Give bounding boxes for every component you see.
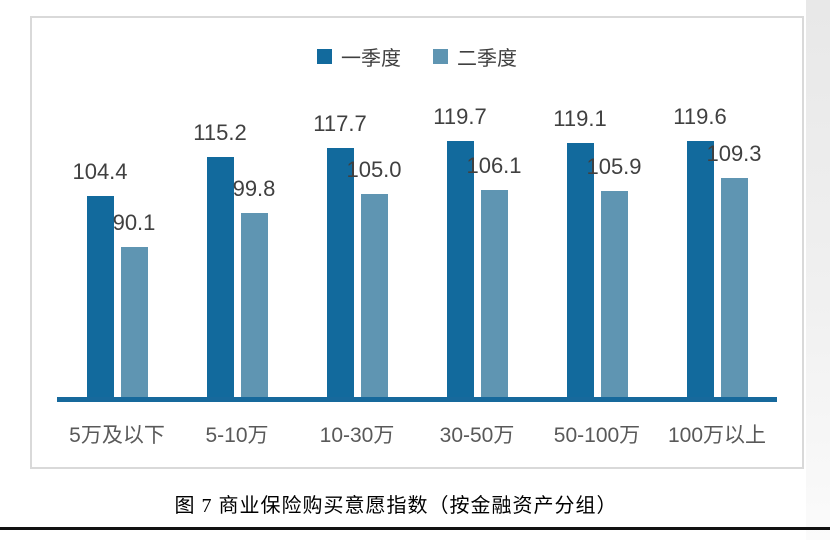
bar [86,196,114,397]
bar [600,191,628,397]
bar [120,247,148,397]
legend-item: 二季度 [433,42,517,71]
category-label: 30-50万 [439,424,515,447]
bar [566,143,594,397]
bar [686,141,714,397]
bar-wrap: 105.9 [586,154,642,397]
bar-wrap: 117.7 [313,111,367,397]
bar-group: 115.2 99.8 [177,120,297,397]
bar-group: 117.7 105.0 [297,111,417,397]
bar-wrap: 104.4 [72,159,128,397]
category-label: 5-10万 [205,424,269,447]
plot-area: 104.4 90.1 115.2 99.8 117.7 105.0 119.7 106.1 11… [57,104,777,397]
x-axis-line [57,397,777,402]
legend-label: 二季度 [457,48,517,70]
bar-value-label: 117.7 [313,111,367,136]
bottom-rule [0,527,830,530]
chart-frame: 一季度 二季度 104.4 90.1 115.2 99.8 117.7 105.0 119.7… [30,16,804,469]
figure-caption: 图 7 商业保险购买意愿指数（按金融资产分组） [174,495,618,517]
bar [360,194,388,397]
bar-value-label: 104.4 [72,159,128,184]
legend-label: 一季度 [341,48,401,70]
category-label: 100万以上 [667,424,767,447]
category-label: 10-30万 [319,424,395,447]
bar-value-label: 119.7 [433,104,487,129]
bar-value-label: 115.2 [193,120,247,145]
bar-wrap: 115.2 [193,120,247,397]
x-axis-labels: 5万及以下 5-10万 10-30万 30-50万 50-100万 100万以上 [57,419,777,449]
bar-value-label: 105.0 [346,157,402,182]
bar-group: 104.4 90.1 [57,122,177,397]
bar [240,213,268,397]
bar-wrap: 119.1 [553,106,607,397]
bar-group: 119.1 105.9 [537,106,657,397]
bar [720,178,748,397]
bar-group: 119.6 109.3 [657,104,777,397]
page-edge-shade [806,0,830,540]
legend-swatch [433,49,448,64]
category-label: 50-100万 [553,424,641,447]
bar-wrap: 105.0 [346,157,402,397]
bar [206,157,234,397]
bar-value-label: 119.6 [673,104,727,129]
bar-wrap: 99.8 [233,176,275,397]
bar-value-label: 105.9 [586,154,642,179]
legend-item: 一季度 [317,42,401,71]
bar-wrap: 119.7 [433,104,487,397]
bar-value-label: 99.8 [232,176,276,201]
bar [480,190,508,397]
bar-group: 119.7 106.1 [417,104,537,397]
bar-value-label: 109.3 [706,141,762,166]
bar-wrap: 109.3 [706,141,762,397]
bar-value-label: 90.1 [112,210,156,235]
category-label: 5万及以下 [69,424,165,447]
bar-value-label: 119.1 [553,106,607,131]
bar-wrap: 90.1 [113,210,155,397]
bar [446,141,474,397]
bar-value-label: 106.1 [466,153,522,178]
legend-swatch [317,49,332,64]
bar-wrap: 106.1 [466,153,522,397]
bar-wrap: 119.6 [673,104,727,397]
bar [326,148,354,397]
chart-legend: 一季度 二季度 [32,42,802,71]
